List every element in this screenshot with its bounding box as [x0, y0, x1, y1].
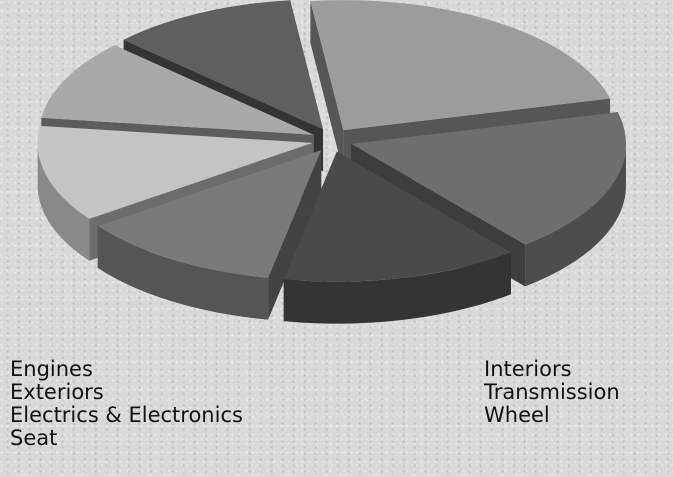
legend-item-transmission: Transmission — [484, 380, 620, 404]
pie-slice-transmission — [97, 150, 322, 320]
slice-top-seat — [123, 0, 324, 130]
slice-wall-engines — [310, 1, 344, 173]
legend-right-column: Interiors Transmission Wheel — [484, 358, 620, 427]
legend-item-engines: Engines — [10, 357, 93, 381]
legend-item-wheel: Wheel — [484, 403, 550, 427]
legend-item-interiors: Interiors — [484, 357, 572, 381]
pie-chart — [37, 0, 626, 324]
slice-rim-interiors — [525, 141, 626, 287]
slice-rim-electrics-electronics — [37, 140, 90, 261]
pie-slice-exteriors — [283, 151, 511, 324]
slice-top-interiors — [350, 112, 626, 245]
slice-top-transmission — [97, 150, 322, 278]
slice-rim-exteriors — [283, 252, 511, 324]
slice-top-electrics-electronics — [37, 125, 313, 219]
legend-item-seat: Seat — [10, 426, 58, 450]
slice-rim-transmission — [97, 225, 269, 320]
slice-top-engines — [310, 0, 611, 131]
legend-item-exteriors: Exteriors — [10, 380, 104, 404]
slice-top-wheel — [41, 45, 314, 135]
legend-item-electrics: Electrics & Electronics — [10, 403, 243, 427]
slice-top-exteriors — [283, 151, 511, 282]
legend-left-column: Engines Exteriors Electrics & Electronic… — [10, 358, 243, 450]
